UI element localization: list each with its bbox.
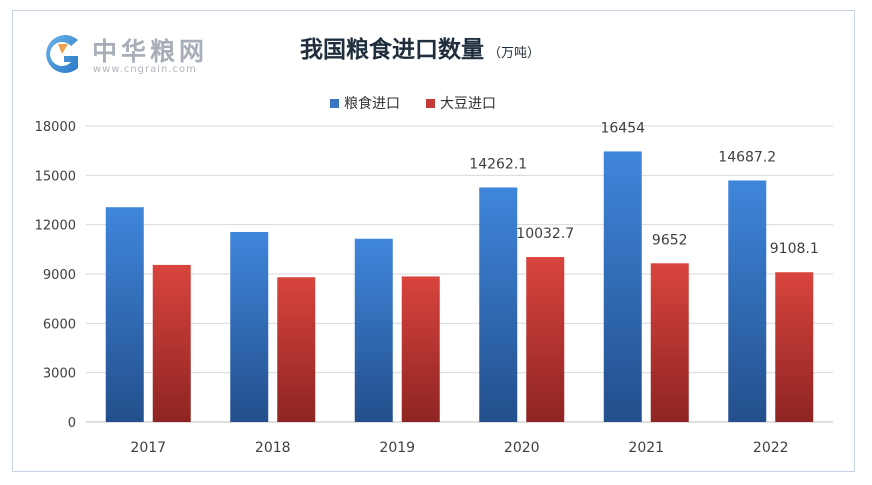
bar-soybean-import [401, 276, 440, 422]
logo-url: www.cngrain.com [93, 64, 197, 75]
data-label: 10032.7 [516, 226, 574, 242]
logo-icon [46, 35, 78, 73]
x-tick-label: 2021 [628, 440, 664, 456]
data-label: 14687.2 [718, 149, 776, 165]
bars [105, 151, 814, 423]
bar-grain-import [479, 187, 518, 422]
y-tick-label: 9000 [43, 268, 76, 283]
axes: 0 3000 6000 9000 12000 15000 18000 2017 2018 2019… [35, 120, 833, 456]
legend-label-soybean: 大豆进口 [440, 96, 496, 112]
chart-title: 我国粮食进口数量 （万吨） [300, 30, 540, 64]
chart-title-text: 我国粮食进口数量 [300, 36, 484, 63]
bar-soybean-import [152, 264, 191, 422]
data-label: 9652 [652, 232, 688, 248]
data-labels: 14262.1 10032.7 16454 9652 14687.2 9108.1 [469, 120, 818, 257]
y-tick-label: 18000 [35, 120, 76, 135]
x-tick-label: 2017 [130, 440, 166, 456]
bar-grain-import [354, 238, 393, 422]
y-tick-label: 12000 [35, 219, 76, 234]
y-tick-label: 6000 [43, 317, 76, 332]
legend-item-grain: 粮食进口 [330, 93, 400, 113]
chart-legend: 粮食进口 大豆进口 [330, 93, 496, 113]
legend-swatch-soybean [426, 98, 435, 108]
legend-item-soybean: 大豆进口 [426, 93, 496, 113]
chart-title-unit: （万吨） [488, 46, 541, 61]
x-tick-label: 2019 [379, 440, 415, 456]
x-tick-label: 2022 [753, 440, 789, 456]
legend-swatch-grain [330, 98, 339, 108]
bar-soybean-import [277, 277, 316, 422]
grid-lines [86, 125, 833, 374]
x-tick-label: 2020 [504, 440, 540, 456]
bar-soybean-import [775, 272, 814, 422]
bar-grain-import [728, 180, 767, 422]
data-label: 9108.1 [770, 241, 819, 257]
data-label: 14262.1 [469, 156, 527, 172]
brand-logo: 中华粮网 www.cngrain.com [38, 30, 228, 80]
y-tick-label: 3000 [43, 367, 76, 382]
bar-grain-import [105, 207, 144, 422]
bar-grain-import [230, 231, 269, 422]
logo-name: 中华粮网 [92, 37, 209, 66]
x-tick-label: 2018 [255, 440, 291, 456]
y-tick-label: 15000 [35, 169, 76, 184]
legend-label-grain: 粮食进口 [344, 96, 400, 112]
y-tick-label: 0 [68, 416, 76, 431]
data-label: 16454 [600, 120, 645, 136]
bar-soybean-import [526, 257, 565, 422]
bar-grain-import [603, 151, 642, 423]
bar-soybean-import [650, 263, 689, 422]
